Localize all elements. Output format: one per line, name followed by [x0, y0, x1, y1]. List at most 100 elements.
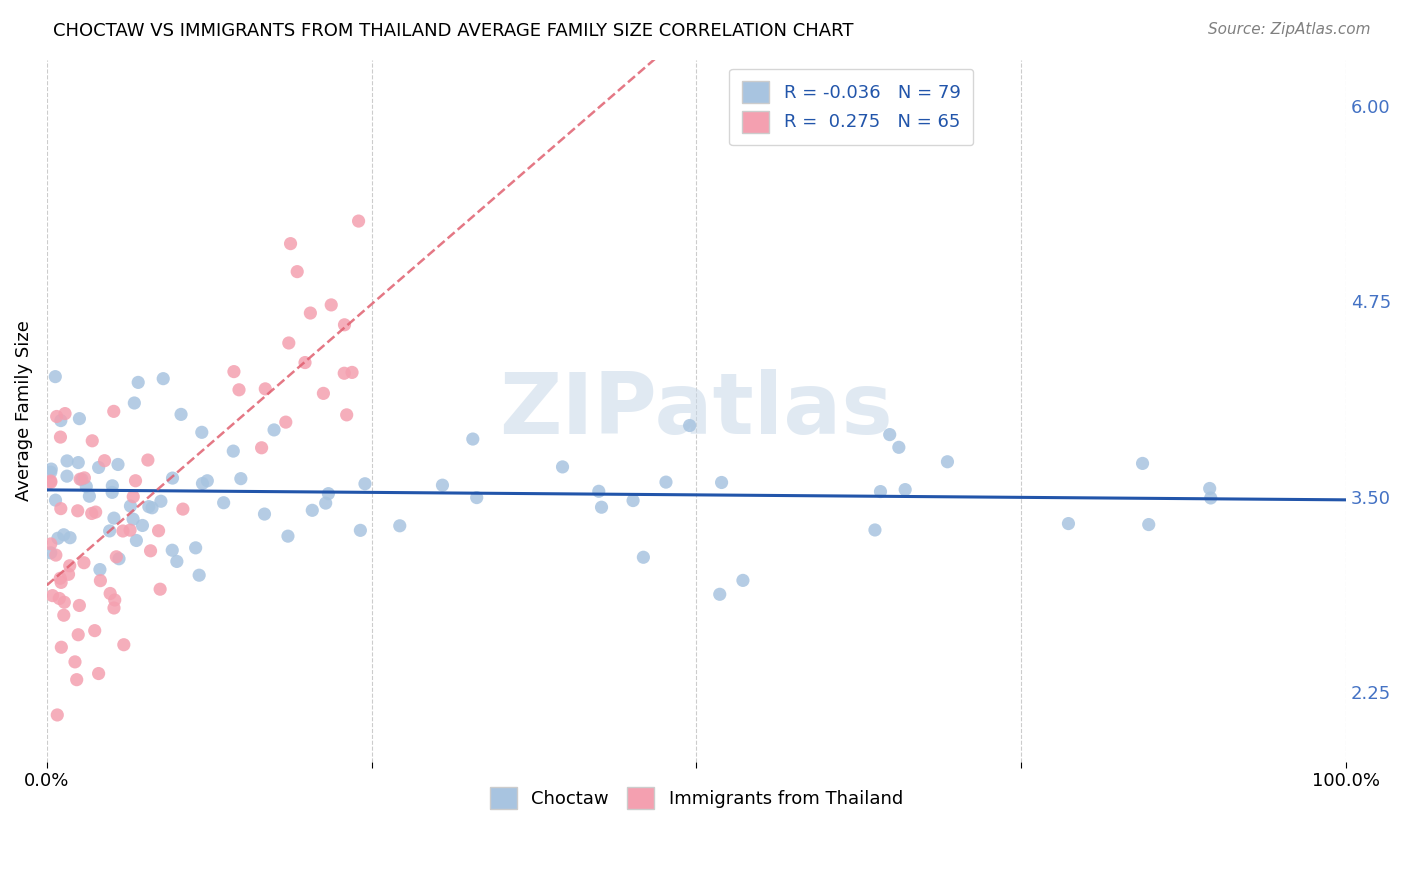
Point — [149, 582, 172, 597]
Point — [277, 336, 299, 351]
Point — [1137, 517, 1160, 532]
Point — [53, 407, 76, 421]
Point — [45, 548, 67, 562]
Point — [67, 456, 90, 470]
Point — [53, 595, 76, 609]
Point — [277, 529, 299, 543]
Point — [172, 502, 194, 516]
Point — [551, 459, 574, 474]
Point — [1057, 516, 1080, 531]
Point — [46, 531, 69, 545]
Point — [138, 500, 160, 514]
Point — [93, 453, 115, 467]
Point — [39, 475, 62, 490]
Point — [170, 408, 193, 422]
Point — [69, 472, 91, 486]
Point — [318, 486, 340, 500]
Point — [1198, 482, 1220, 496]
Point — [212, 496, 235, 510]
Point — [333, 318, 356, 332]
Point — [184, 541, 207, 555]
Point — [56, 454, 79, 468]
Point — [46, 708, 69, 723]
Y-axis label: Average Family Size: Average Family Size — [15, 320, 32, 501]
Point — [136, 453, 159, 467]
Point — [44, 493, 66, 508]
Point — [87, 460, 110, 475]
Point — [58, 567, 80, 582]
Point — [79, 489, 101, 503]
Point — [621, 493, 644, 508]
Point — [333, 366, 356, 380]
Point — [124, 474, 146, 488]
Point — [82, 434, 104, 448]
Point — [162, 471, 184, 485]
Point — [67, 628, 90, 642]
Point — [301, 503, 323, 517]
Point — [162, 543, 184, 558]
Point — [103, 511, 125, 525]
Point — [887, 440, 910, 454]
Point — [48, 591, 70, 606]
Point — [63, 655, 86, 669]
Point — [139, 543, 162, 558]
Point — [894, 483, 917, 497]
Text: ZIPatlas: ZIPatlas — [499, 369, 893, 452]
Point — [315, 496, 337, 510]
Text: Source: ZipAtlas.com: Source: ZipAtlas.com — [1208, 22, 1371, 37]
Point — [124, 396, 146, 410]
Point — [49, 414, 72, 428]
Text: CHOCTAW VS IMMIGRANTS FROM THAILAND AVERAGE FAMILY SIZE CORRELATION CHART: CHOCTAW VS IMMIGRANTS FROM THAILAND AVER… — [53, 22, 853, 40]
Point — [98, 586, 121, 600]
Point — [49, 501, 72, 516]
Point — [148, 524, 170, 538]
Point — [122, 512, 145, 526]
Point — [80, 507, 103, 521]
Point — [678, 418, 700, 433]
Point — [66, 673, 89, 687]
Point — [340, 365, 363, 379]
Point — [465, 491, 488, 505]
Point — [195, 474, 218, 488]
Point — [112, 638, 135, 652]
Point — [73, 556, 96, 570]
Point — [105, 549, 128, 564]
Point — [588, 484, 610, 499]
Point — [41, 589, 63, 603]
Point — [879, 427, 901, 442]
Point — [98, 524, 121, 538]
Point — [107, 458, 129, 472]
Point — [863, 523, 886, 537]
Point — [52, 528, 75, 542]
Point — [49, 575, 72, 590]
Point — [120, 523, 142, 537]
Point — [45, 409, 67, 424]
Point — [51, 640, 73, 655]
Point — [59, 531, 82, 545]
Point — [39, 474, 62, 488]
Point — [228, 383, 250, 397]
Point — [294, 355, 316, 369]
Point — [149, 494, 172, 508]
Point — [263, 423, 285, 437]
Point — [87, 666, 110, 681]
Point — [152, 372, 174, 386]
Point — [56, 469, 79, 483]
Point — [312, 386, 335, 401]
Point — [39, 465, 62, 479]
Point — [1199, 491, 1222, 505]
Point — [44, 369, 66, 384]
Point — [141, 500, 163, 515]
Point — [336, 408, 359, 422]
Point — [1132, 457, 1154, 471]
Point — [75, 479, 97, 493]
Point — [59, 558, 82, 573]
Point — [83, 624, 105, 638]
Point — [347, 214, 370, 228]
Point — [633, 550, 655, 565]
Point — [70, 472, 93, 486]
Point — [103, 601, 125, 615]
Point — [49, 571, 72, 585]
Point — [103, 404, 125, 418]
Point — [111, 524, 134, 538]
